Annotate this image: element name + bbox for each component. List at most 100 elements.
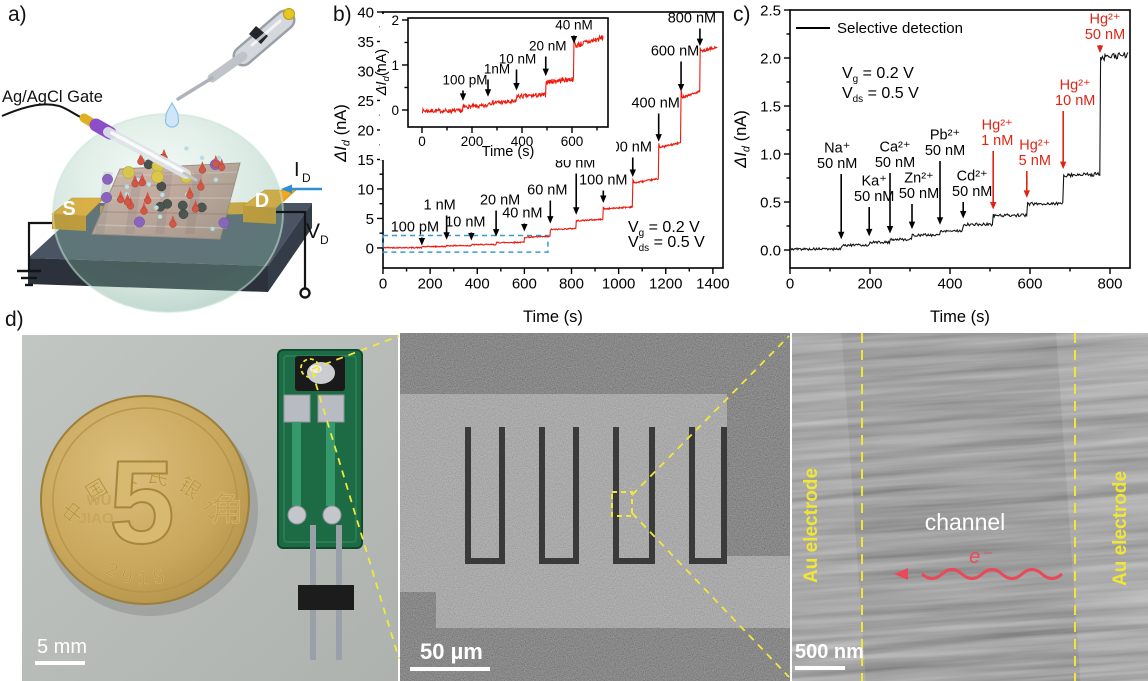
svg-text:600: 600 xyxy=(1017,275,1042,292)
gate-label: Ag/AgCl Gate xyxy=(2,88,103,106)
svg-text:1.5: 1.5 xyxy=(760,98,781,115)
annotation-label: Hg²⁺ 5 nM xyxy=(1019,137,1051,169)
panel-label-a: a) xyxy=(8,3,27,26)
annotation-label: 20 nM xyxy=(480,192,520,208)
pipette-button xyxy=(283,8,295,20)
svg-text:0: 0 xyxy=(786,275,794,292)
svg-text:2: 2 xyxy=(391,13,399,28)
svg-text:2.5: 2.5 xyxy=(760,2,781,19)
annotation-label: Cd²⁺ 50 nM xyxy=(952,168,992,200)
svg-text:1.0: 1.0 xyxy=(760,146,781,163)
source-label: S xyxy=(62,198,75,220)
annotation-label: Zn²⁺ 50 nM xyxy=(899,170,939,202)
substrate-side xyxy=(268,203,312,292)
svg-text:1200: 1200 xyxy=(649,275,682,292)
device-schematic: S D Ag/AgCl Gate xyxy=(1,8,329,313)
gate-electrode xyxy=(1,103,198,182)
coin-latin-1: WU xyxy=(87,492,112,509)
svg-text:ΔId(nA): ΔId(nA) xyxy=(374,49,392,97)
drain-current-sub: D xyxy=(302,171,311,185)
annotation-label: 10 nM xyxy=(445,214,485,230)
scale-bar-50um-label: 50 µm xyxy=(420,639,483,664)
micropipette xyxy=(176,8,296,101)
svg-text:0.0: 0.0 xyxy=(760,242,781,259)
drain-current-label: I xyxy=(294,159,300,181)
annotation-label: 100 pM xyxy=(391,219,439,235)
annotation-label: 1 nM xyxy=(423,197,455,213)
panel-b-chart: 0 200 400 600 800 1000 1200 1400051015202530354… xyxy=(332,4,730,326)
annotation-label: Ca²⁺ 50 nM xyxy=(875,139,915,171)
annotation-label: 60 nM xyxy=(527,182,567,198)
panel-c-chart: 0 200 400 600 800 0.0 0.5 1.0 1.5 2.0 2.5 Time (s) Δ… xyxy=(732,2,1131,326)
channel-label: channel xyxy=(925,509,1006,535)
svg-text:200: 200 xyxy=(418,275,443,292)
annotation-label: Hg²⁺ 1 nM xyxy=(981,117,1013,149)
svg-text:10: 10 xyxy=(357,181,374,198)
svg-text:200: 200 xyxy=(461,134,484,149)
svg-text:Time (s): Time (s) xyxy=(523,308,583,326)
panel-label-b: b) xyxy=(333,3,352,26)
annotation-label: 40 nM xyxy=(502,205,542,221)
electron-path-arrow xyxy=(894,568,1064,580)
svg-text:0.5: 0.5 xyxy=(760,194,781,211)
bias-conditions: Vds = 0.5 V xyxy=(628,234,705,254)
scale-bar-5mm xyxy=(35,661,85,665)
scale-bar-500nm xyxy=(795,666,845,670)
annotation-label: 10 nM xyxy=(499,51,537,66)
annotation-label: 100 pM xyxy=(442,72,487,87)
selective-detection-trace xyxy=(790,51,1129,252)
legend-label: Selective detection xyxy=(837,20,963,37)
circuit-wires xyxy=(27,210,307,288)
annotation-label: 20 nM xyxy=(529,38,567,53)
current-direction-arrow xyxy=(281,184,322,194)
svg-text:35: 35 xyxy=(357,34,374,51)
svg-text:1000: 1000 xyxy=(602,275,635,292)
bias-conditions: Vds = 0.5 V xyxy=(842,85,919,105)
annotation-label: Hg²⁺ 50 nM xyxy=(1085,11,1125,43)
electron-label: e⁻ xyxy=(969,546,992,568)
annotation-label: Ka⁺ 50 nM xyxy=(854,173,894,205)
sem-channel: Au electrode Au electrode channel e⁻ 500… xyxy=(792,333,1148,681)
svg-text:40: 40 xyxy=(357,4,374,21)
coin-unit: 角 xyxy=(210,491,244,529)
terminal-node xyxy=(299,287,311,299)
coin-latin-2: JIAO xyxy=(78,510,113,527)
au-electrode-right-label: Au electrode xyxy=(1110,471,1131,586)
svg-text:200: 200 xyxy=(857,275,882,292)
ground-symbol xyxy=(17,269,41,287)
svg-text:0: 0 xyxy=(391,103,399,118)
annotation-label: Hg²⁺ 10 nM xyxy=(1055,77,1095,109)
coin: 中国人民银行 5 角 WU JIAO 2015 xyxy=(40,395,258,616)
svg-text:400: 400 xyxy=(937,275,962,292)
annotation-label: 1nM xyxy=(484,61,510,76)
scale-bar-50um xyxy=(410,667,490,671)
svg-text:400: 400 xyxy=(511,134,534,149)
svg-text:1: 1 xyxy=(391,58,399,73)
hg-concentration-response: 0 200 400 600 800 1000 1200 1400051015202530354… xyxy=(332,4,730,326)
svg-text:25: 25 xyxy=(357,93,374,110)
annotation-label: 100 nM xyxy=(579,172,627,188)
bias-conditions: Vg = 0.2 V xyxy=(842,65,914,85)
svg-text:800: 800 xyxy=(1097,275,1122,292)
hg-response-inset: 0 200 400 600 0 1 2 Time (s) ΔId(nA) 100 pM1nM10 … xyxy=(374,13,616,160)
annotation-label: 40 nM xyxy=(555,17,593,32)
droplet-dome xyxy=(52,113,284,313)
scale-bar-5mm-label: 5 mm xyxy=(37,636,87,658)
selective-detection: 0 200 400 600 800 0.0 0.5 1.0 1.5 2.0 2.5 Time (s) Δ… xyxy=(732,2,1131,326)
scale-bar-500nm-label: 500 nm xyxy=(795,641,864,663)
zoom-region-box xyxy=(611,491,633,517)
svg-text:5: 5 xyxy=(366,211,374,228)
svg-text:0: 0 xyxy=(379,275,387,292)
svg-text:0: 0 xyxy=(366,240,374,257)
svg-text:ΔId (nA): ΔId (nA) xyxy=(732,110,753,168)
falling-droplet xyxy=(164,101,180,128)
drain-voltage-label: V xyxy=(306,220,320,243)
svg-text:0: 0 xyxy=(418,134,426,149)
drain-label: D xyxy=(255,190,269,212)
svg-text:400: 400 xyxy=(465,275,490,292)
svg-text:20: 20 xyxy=(357,122,374,139)
bias-conditions: Vg = 0.2 V xyxy=(628,219,700,239)
svg-text:30: 30 xyxy=(357,63,374,80)
hg-concentration-response-trace xyxy=(383,45,718,250)
